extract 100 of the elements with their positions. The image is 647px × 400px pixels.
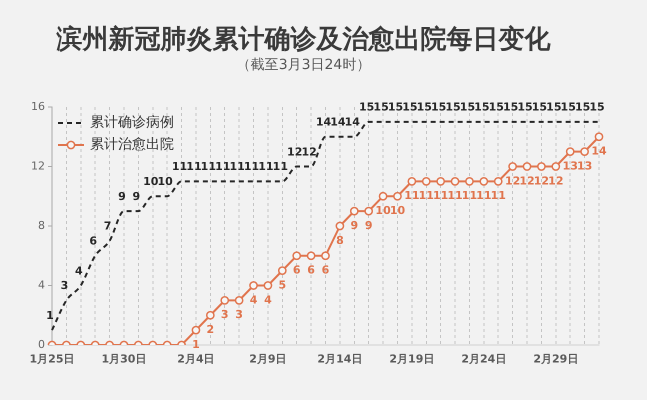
legend-label: 累计治愈出院 [90, 136, 174, 153]
data-label: 8 [336, 234, 344, 247]
y-tick-label: 16 [31, 100, 45, 113]
point [264, 281, 272, 290]
data-label: 12 [504, 174, 520, 188]
point [537, 162, 546, 171]
data-label: 6 [307, 264, 316, 277]
point [192, 326, 200, 334]
y-tick-label: 12 [31, 159, 45, 172]
point [566, 147, 575, 156]
data-label: 9 [132, 190, 140, 203]
point [494, 177, 503, 186]
data-label: 15 [488, 100, 504, 114]
data-label: 11 [258, 160, 274, 174]
point [350, 206, 359, 216]
data-label: 11 [404, 189, 420, 202]
data-label: 11 [186, 160, 202, 174]
data-label: 1 [46, 308, 54, 322]
point [321, 251, 330, 260]
data-label: 15 [546, 100, 562, 114]
point [450, 177, 460, 186]
point [508, 162, 517, 171]
data-label: 11 [272, 160, 288, 174]
data-label: 11 [215, 160, 230, 174]
data-label: 6 [89, 234, 98, 248]
data-label: 13 [576, 159, 592, 172]
data-label: 6 [322, 264, 330, 277]
data-label: 3 [235, 308, 243, 322]
x-tick-label: 2月29日 [533, 352, 578, 366]
x-tick-label: 2月14日 [317, 352, 362, 366]
point [292, 251, 302, 260]
data-label: 10 [158, 175, 174, 188]
point [551, 162, 560, 171]
legend-label: 累计确诊病例 [90, 114, 174, 131]
data-label: 11 [172, 160, 188, 174]
point [580, 147, 589, 156]
data-label: 11 [490, 189, 506, 202]
data-label: 4 [264, 293, 272, 306]
data-label: 14 [330, 116, 346, 129]
data-label: 12 [548, 174, 564, 188]
x-tick-label: 2月24日 [461, 352, 506, 366]
data-label: 14 [316, 116, 332, 129]
data-label: 4 [74, 264, 83, 278]
data-label: 15 [359, 100, 374, 114]
data-label: 10 [390, 204, 406, 218]
data-label: 14 [344, 116, 360, 129]
y-tick-label: 0 [38, 338, 45, 351]
data-label: 15 [517, 100, 533, 114]
point [249, 281, 258, 290]
data-label: 9 [118, 190, 126, 203]
point [378, 192, 388, 201]
data-label: 6 [292, 264, 301, 277]
point [436, 177, 446, 186]
data-label: 15 [416, 100, 432, 114]
data-label: 3 [60, 279, 68, 292]
data-label: 11 [200, 160, 216, 174]
point [206, 310, 215, 320]
y-tick-label: 8 [38, 218, 45, 232]
data-label: 2 [206, 323, 214, 336]
point [393, 192, 402, 201]
data-label: 15 [431, 100, 446, 114]
point [364, 206, 374, 216]
x-tick-label: 2月19日 [389, 352, 434, 366]
data-label: 15 [460, 100, 476, 114]
data-label: 12 [287, 145, 302, 158]
data-label: 15 [574, 100, 590, 114]
data-label: 11 [462, 189, 478, 202]
point [234, 296, 244, 305]
data-label: 11 [476, 189, 492, 202]
point [220, 296, 230, 305]
data-label: 15 [474, 100, 490, 114]
data-label: 10 [143, 175, 159, 188]
data-label: 12 [301, 145, 317, 158]
point [336, 222, 344, 230]
data-label: 15 [502, 100, 518, 114]
data-label: 12 [519, 174, 535, 188]
data-label: 15 [589, 100, 605, 114]
y-tick-label: 4 [38, 278, 45, 292]
x-tick-label: 1月25日 [30, 352, 74, 366]
x-tick-label: 1月30日 [101, 352, 146, 366]
data-label: 15 [388, 100, 404, 114]
data-label: 14 [591, 144, 607, 158]
x-tick-label: 2月4日 [177, 352, 215, 366]
data-label: 13 [562, 159, 578, 172]
data-label: 15 [445, 100, 461, 114]
data-label: 15 [373, 100, 389, 114]
data-label: 3 [220, 308, 229, 322]
data-label: 15 [532, 100, 548, 114]
point [408, 177, 416, 186]
point [522, 162, 532, 171]
data-label: 11 [229, 160, 245, 174]
data-label: 7 [104, 220, 112, 233]
data-label: 11 [433, 189, 448, 202]
data-label: 10 [375, 204, 392, 218]
chart-subtitle: （截至3月3日24时） [236, 57, 370, 74]
data-label: 9 [350, 218, 358, 232]
chart-title: 滨州新冠肺炎累计确诊及治愈出院每日变化 [56, 24, 552, 54]
data-label: 11 [418, 189, 434, 202]
x-tick-label: 2月9日 [249, 352, 287, 366]
data-label: 11 [244, 160, 260, 174]
